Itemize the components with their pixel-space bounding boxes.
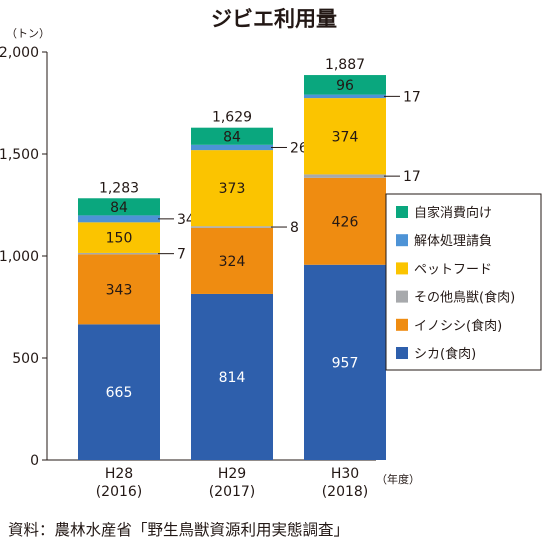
bar-value-label: 814: [219, 370, 246, 386]
bar-segment: [191, 144, 273, 151]
x-tick-label: H29: [218, 466, 246, 482]
bar-value-label: 150: [106, 231, 133, 247]
bar-value-label: 7: [177, 247, 186, 263]
bar-segment: [78, 252, 160, 255]
legend-swatch: [396, 290, 408, 303]
y-tick-label: 500: [12, 351, 39, 367]
x-tick-sublabel: (2016): [96, 484, 143, 500]
y-axis-ticks: 0 500 1,000 1,500 2,000: [0, 45, 47, 469]
legend-label: その他鳥獣(食肉): [414, 290, 515, 306]
y-tick-label: 0: [30, 453, 39, 469]
stacked-bars: 665 343 7 150 34 84 1,283 814 324 8 373 26 84 1,629 95…: [78, 57, 421, 460]
bar-value-label: 17: [403, 169, 421, 185]
bar-value-label: 26: [290, 140, 308, 156]
bar-segment: [191, 150, 273, 227]
y-tick-label: 2,000: [0, 45, 39, 61]
bar-value-label: 957: [332, 355, 359, 371]
bar-segment: [78, 198, 160, 216]
bar-value-label: 426: [332, 214, 359, 230]
chart-title: ジビエ利用量: [211, 7, 337, 31]
bar-segment: [304, 98, 386, 175]
bar-value-label: 8: [290, 220, 299, 236]
bar-segment: [191, 293, 273, 460]
source-note: 資料：農林水産省「野生鳥獣資源利用実態調査」: [8, 521, 349, 539]
bar-segment: [78, 254, 160, 325]
bar-value-label: 17: [403, 89, 421, 105]
bar-segment: [191, 227, 273, 294]
legend-label: シカ(食肉): [414, 346, 476, 362]
bar-segment: [304, 177, 386, 265]
bar-total-label: 1,887: [325, 57, 365, 73]
legend-swatch: [396, 206, 408, 218]
bar-segment: [304, 264, 386, 460]
y-axis-unit: （トン）: [6, 27, 50, 40]
bar-value-label: 324: [219, 254, 246, 270]
bar-segment: [191, 226, 273, 228]
bar-value-label: 34: [177, 212, 195, 228]
x-axis-unit: （年度）: [376, 472, 420, 486]
legend-label: イノシシ(食肉): [414, 318, 502, 334]
bar-segment: [78, 222, 160, 253]
x-tick-label: H28: [105, 466, 133, 482]
bar-segment: [191, 127, 273, 145]
x-tick-sublabel: (2017): [209, 484, 256, 500]
legend-swatch: [396, 318, 408, 331]
legend-label: ペットフード: [414, 262, 492, 277]
y-tick-label: 1,500: [0, 147, 39, 163]
bar-segment: [304, 75, 386, 95]
bar-value-label: 96: [336, 78, 354, 94]
x-axis-labels: H28 (2016) H29 (2017) H30 (2018): [96, 466, 369, 500]
bar-value-label: 665: [106, 385, 133, 401]
x-tick-sublabel: (2018): [322, 484, 369, 500]
legend-swatch: [396, 347, 408, 359]
legend-swatch: [396, 234, 408, 247]
bar-segment: [304, 174, 386, 178]
legend-label: 自家消費向け: [414, 205, 492, 221]
legend-label: 解体処理請負: [414, 234, 492, 249]
bar-value-label: 373: [219, 181, 246, 197]
bar-segment: [304, 94, 386, 99]
bar-total-label: 1,629: [212, 110, 252, 126]
bar-segment: [78, 324, 160, 460]
bar-value-label: 374: [332, 129, 359, 145]
bar-value-label: 84: [110, 200, 128, 216]
bar-segment: [78, 215, 160, 223]
x-tick-label: H30: [331, 466, 359, 482]
legend-swatch: [396, 262, 408, 275]
bar-value-label: 84: [223, 129, 241, 145]
legend-frame: [385, 193, 542, 371]
bar-total-label: 1,283: [99, 180, 139, 196]
y-tick-label: 1,000: [0, 249, 39, 265]
bar-value-label: 343: [106, 282, 133, 298]
